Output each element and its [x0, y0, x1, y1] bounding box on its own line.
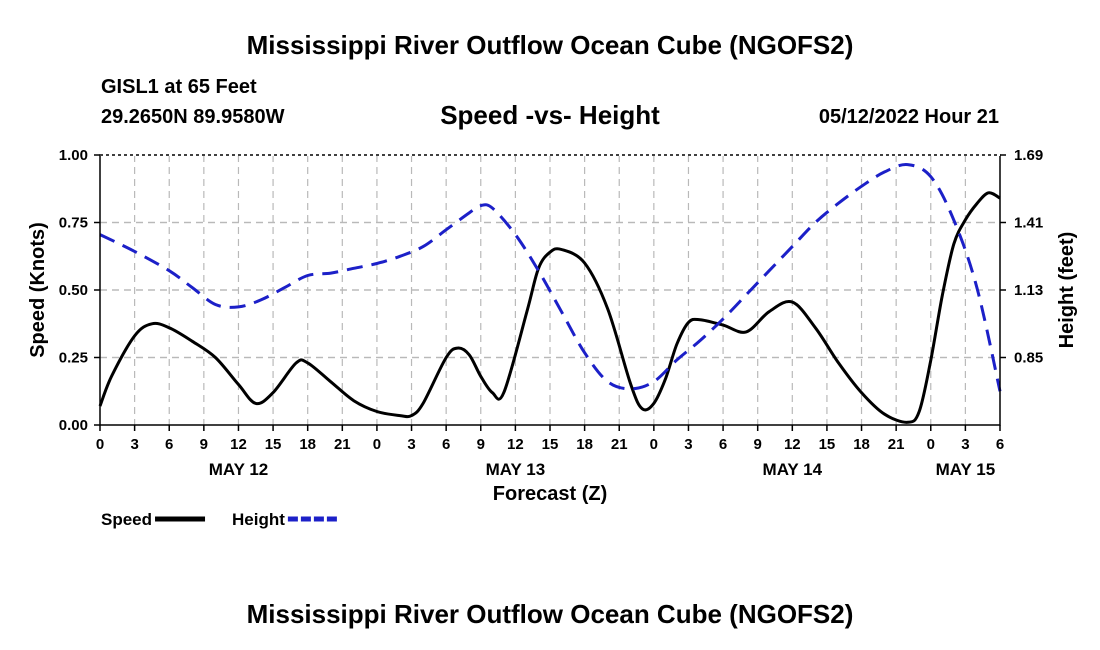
legend-label-speed: Speed	[101, 510, 152, 529]
x-tick-label: 21	[888, 436, 905, 453]
y-tick-label: 0.50	[59, 282, 88, 299]
x-tick-label: 9	[200, 436, 208, 453]
x-tick-label: 9	[754, 436, 762, 453]
x-tick-label: 3	[961, 436, 969, 453]
y2-axis-label: Height (feet)	[1056, 232, 1078, 349]
day-label: MAY 12	[209, 460, 269, 479]
station-label: GISL1 at 65 Feet	[101, 76, 257, 98]
x-tick-label: 6	[719, 436, 727, 453]
x-tick-label: 9	[477, 436, 485, 453]
x-tick-label: 3	[407, 436, 415, 453]
series-line-height	[99, 163, 1002, 392]
y-axis-label: Speed (Knots)	[27, 222, 49, 358]
day-label: MAY 13	[486, 460, 546, 479]
day-label: MAY 14	[763, 460, 823, 479]
footer-title: Mississippi River Outflow Ocean Cube (NG…	[246, 599, 854, 629]
y-tick-label: 0.25	[59, 350, 88, 367]
x-tick-label: 0	[927, 436, 935, 453]
x-tick-label: 6	[165, 436, 173, 453]
station-coordinates: 29.2650N 89.9580W	[101, 106, 285, 128]
chart-subtitle: Speed -vs- Height	[440, 100, 660, 130]
y2-tick-label: 1.41	[1014, 215, 1043, 232]
main-title: Mississippi River Outflow Ocean Cube (NG…	[246, 30, 854, 60]
series-line-speed	[98, 191, 1001, 424]
y-tick-label: 1.00	[59, 147, 88, 164]
x-tick-label: 6	[996, 436, 1004, 453]
x-tick-label: 3	[130, 436, 138, 453]
x-tick-label: 0	[373, 436, 381, 453]
x-tick-label: 6	[442, 436, 450, 453]
x-tick-label: 18	[299, 436, 316, 453]
legend: Speed Height	[101, 510, 338, 529]
x-tick-label: 18	[853, 436, 870, 453]
x-tick-label: 21	[334, 436, 351, 453]
x-tick-label: 15	[542, 436, 559, 453]
x-tick-label: 3	[684, 436, 692, 453]
forecast-datetime: 05/12/2022 Hour 21	[818, 106, 999, 128]
axis-layer: 0 3 6 9 12 15 18 21 0 3 6 9 12 15 18 21 0 3 6 9 12 15 18 21 0 3 6M…	[59, 147, 1043, 479]
x-tick-label: 12	[230, 436, 247, 453]
x-tick-label: 18	[576, 436, 593, 453]
x-tick-label: 12	[784, 436, 801, 453]
x-tick-label: 12	[507, 436, 524, 453]
y-tick-label: 0.00	[59, 417, 88, 434]
x-tick-label: 15	[819, 436, 836, 453]
y2-tick-label: 0.85	[1014, 350, 1043, 367]
legend-label-height: Height	[232, 510, 285, 529]
y2-tick-label: 1.13	[1014, 282, 1043, 299]
x-tick-label: 15	[265, 436, 282, 453]
day-label: MAY 15	[936, 460, 996, 479]
y2-tick-label: 1.69	[1014, 147, 1043, 164]
x-tick-label: 0	[96, 436, 104, 453]
x-tick-label: 0	[650, 436, 658, 453]
series-layer	[98, 163, 1002, 424]
x-axis-label: Forecast (Z)	[493, 483, 607, 505]
x-tick-label: 21	[611, 436, 628, 453]
y-tick-label: 0.75	[59, 215, 88, 232]
